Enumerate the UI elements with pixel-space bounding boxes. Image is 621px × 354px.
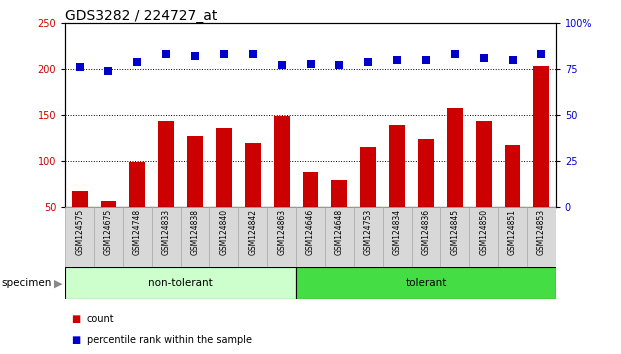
Point bbox=[75, 64, 84, 70]
Text: GSM124748: GSM124748 bbox=[133, 209, 142, 255]
Point bbox=[507, 57, 517, 63]
Text: ■: ■ bbox=[71, 314, 81, 324]
Bar bbox=[476, 121, 492, 253]
Bar bbox=[325, 207, 354, 267]
Bar bbox=[238, 207, 267, 267]
Text: tolerant: tolerant bbox=[406, 278, 446, 288]
Text: GSM124753: GSM124753 bbox=[364, 209, 373, 255]
Bar bbox=[533, 66, 550, 253]
Bar bbox=[267, 207, 296, 267]
Point bbox=[450, 51, 460, 57]
Point bbox=[306, 61, 315, 66]
Text: GSM124851: GSM124851 bbox=[508, 209, 517, 255]
Text: ■: ■ bbox=[71, 335, 81, 345]
Bar bbox=[274, 116, 289, 253]
Text: count: count bbox=[87, 314, 114, 324]
Bar bbox=[302, 172, 319, 253]
Text: GSM124836: GSM124836 bbox=[422, 209, 430, 255]
Text: GSM124853: GSM124853 bbox=[537, 209, 546, 255]
Point bbox=[479, 55, 489, 61]
Bar bbox=[527, 207, 556, 267]
Bar bbox=[65, 267, 296, 299]
Bar bbox=[101, 201, 116, 253]
Bar bbox=[152, 207, 181, 267]
Bar bbox=[296, 207, 325, 267]
Text: GSM124845: GSM124845 bbox=[450, 209, 460, 255]
Bar bbox=[389, 125, 405, 253]
Point bbox=[219, 51, 229, 57]
Text: GSM124575: GSM124575 bbox=[75, 209, 84, 255]
Text: GSM124834: GSM124834 bbox=[392, 209, 402, 255]
Bar bbox=[158, 121, 174, 253]
Bar bbox=[187, 136, 203, 253]
Bar bbox=[418, 139, 434, 253]
Point bbox=[392, 57, 402, 63]
Bar bbox=[498, 207, 527, 267]
Bar bbox=[383, 207, 412, 267]
Bar bbox=[65, 207, 94, 267]
Point bbox=[248, 51, 258, 57]
Bar bbox=[412, 207, 440, 267]
Point bbox=[334, 63, 344, 68]
Text: percentile rank within the sample: percentile rank within the sample bbox=[87, 335, 252, 345]
Bar bbox=[209, 207, 238, 267]
Text: GSM124838: GSM124838 bbox=[191, 209, 199, 255]
Point bbox=[277, 63, 287, 68]
Bar bbox=[296, 267, 556, 299]
Bar bbox=[332, 181, 347, 253]
Text: GDS3282 / 224727_at: GDS3282 / 224727_at bbox=[65, 9, 217, 23]
Text: GSM124863: GSM124863 bbox=[277, 209, 286, 255]
Bar bbox=[447, 108, 463, 253]
Text: GSM124833: GSM124833 bbox=[161, 209, 171, 255]
Bar bbox=[440, 207, 469, 267]
Point bbox=[363, 59, 373, 64]
Text: non-tolerant: non-tolerant bbox=[148, 278, 213, 288]
Point bbox=[132, 59, 142, 64]
Bar bbox=[505, 145, 520, 253]
Point bbox=[161, 51, 171, 57]
Text: GSM124840: GSM124840 bbox=[219, 209, 229, 255]
Bar bbox=[245, 143, 261, 253]
Bar bbox=[123, 207, 152, 267]
Bar bbox=[354, 207, 383, 267]
Text: GSM124842: GSM124842 bbox=[248, 209, 257, 255]
Text: ▶: ▶ bbox=[53, 278, 62, 288]
Bar bbox=[181, 207, 209, 267]
Bar bbox=[216, 128, 232, 253]
Bar bbox=[360, 147, 376, 253]
Text: GSM124675: GSM124675 bbox=[104, 209, 113, 255]
Bar bbox=[469, 207, 498, 267]
Text: GSM124850: GSM124850 bbox=[479, 209, 488, 255]
Point bbox=[104, 68, 114, 74]
Bar bbox=[71, 190, 88, 253]
Bar bbox=[94, 207, 123, 267]
Text: GSM124648: GSM124648 bbox=[335, 209, 344, 255]
Text: GSM124646: GSM124646 bbox=[306, 209, 315, 255]
Bar bbox=[129, 162, 145, 253]
Text: specimen: specimen bbox=[1, 278, 52, 288]
Point bbox=[190, 53, 200, 59]
Point bbox=[421, 57, 431, 63]
Point bbox=[537, 51, 546, 57]
